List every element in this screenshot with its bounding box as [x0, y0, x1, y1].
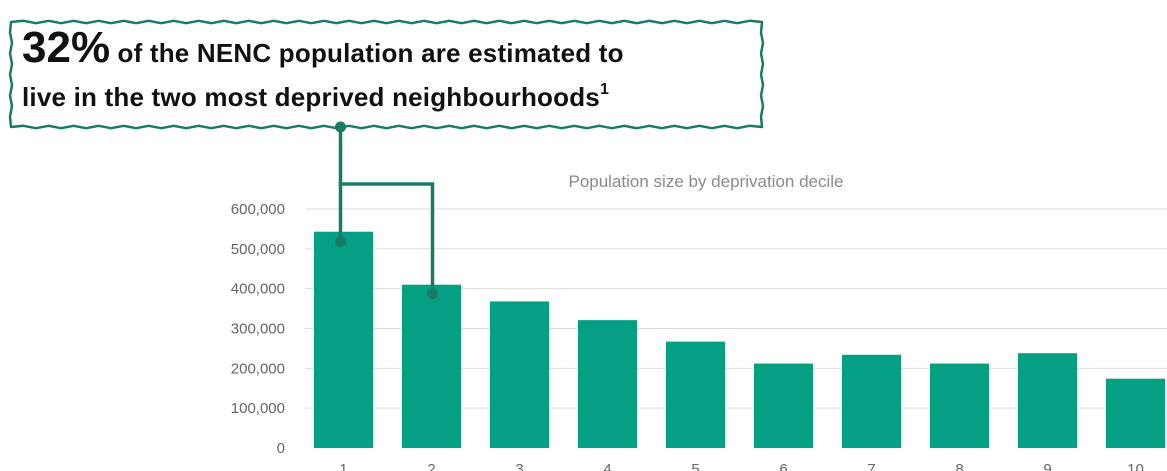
- bar-decile-3: [490, 301, 549, 448]
- x-tick-label: 2: [427, 461, 435, 471]
- x-tick-label: 1: [339, 461, 347, 471]
- x-tick-label: 8: [955, 461, 963, 471]
- y-tick-label: 200,000: [231, 360, 285, 377]
- bar-decile-4: [578, 320, 637, 448]
- x-tick-label: 4: [603, 461, 611, 471]
- x-tick-label: 9: [1043, 461, 1051, 471]
- callout-line-1: 32% of the NENC population are estimated…: [22, 26, 762, 75]
- callout-line-2: live in the two most deprived neighbourh…: [22, 75, 762, 119]
- y-tick-label: 0: [277, 440, 285, 457]
- bar-decile-8: [930, 363, 989, 448]
- y-tick-label: 500,000: [231, 241, 285, 258]
- bar-decile-9: [1018, 353, 1077, 448]
- connector-dot-bar-2: [427, 288, 438, 300]
- connector-line-branch: [338, 182, 435, 296]
- y-tick-label: 400,000: [231, 281, 285, 298]
- callout-box: [8, 19, 765, 130]
- y-tick-label: 300,000: [231, 321, 285, 338]
- x-tick-label: 7: [867, 461, 875, 471]
- x-tick-label: 10: [1127, 461, 1144, 471]
- callout-line-1-rest: of the NENC population are estimated to: [110, 38, 624, 68]
- footnote-marker: 1: [599, 81, 610, 98]
- chart-title: Population size by deprivation decile: [568, 172, 843, 191]
- x-tick-label: 3: [515, 461, 523, 471]
- callout-line-2-text: live in the two most deprived neighbourh…: [22, 82, 600, 112]
- bar-decile-6: [754, 363, 813, 448]
- y-tick-label: 600,000: [231, 201, 285, 218]
- bar-decile-1: [314, 231, 373, 448]
- bar-decile-10: [1106, 378, 1165, 448]
- connector-dot-top: [335, 121, 346, 133]
- x-tick-label: 5: [691, 461, 699, 471]
- callout-highlight-percent: 32%: [22, 23, 111, 72]
- bar-decile-7: [842, 354, 901, 448]
- y-tick-label: 100,000: [231, 400, 285, 417]
- bar-decile-2: [402, 284, 461, 448]
- callout-text: 32% of the NENC population are estimated…: [22, 26, 762, 119]
- bar-decile-5: [666, 341, 725, 448]
- x-tick-label: 6: [779, 461, 787, 471]
- connector-dot-bar-1: [335, 236, 346, 248]
